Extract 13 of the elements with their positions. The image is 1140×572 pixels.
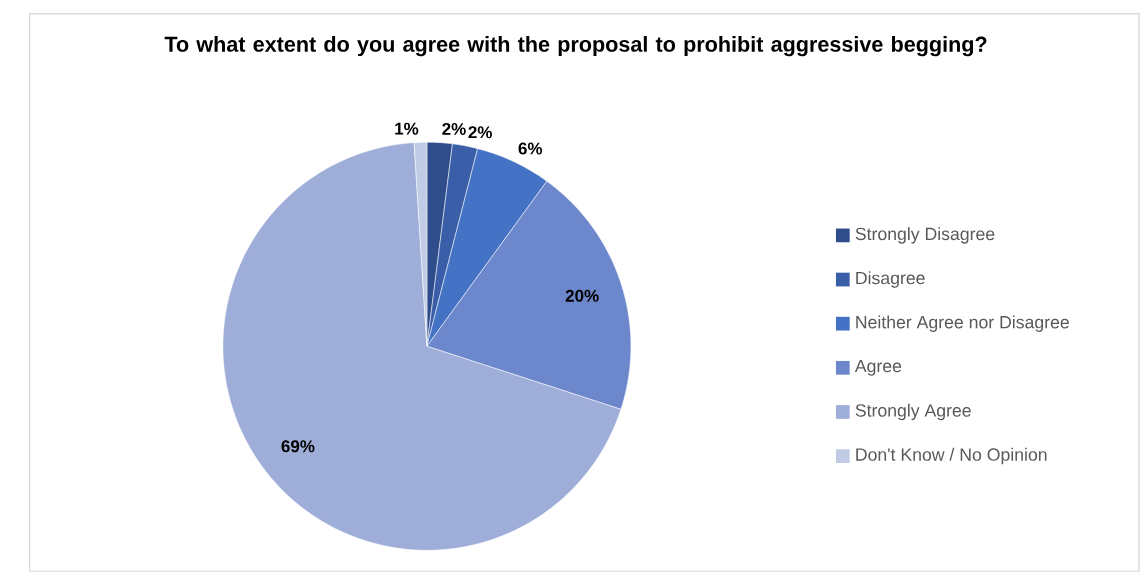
legend-label: Neither Agree nor Disagree	[856, 315, 1069, 332]
legend-label: Strongly Disagree	[855, 227, 995, 244]
legend-label: Disagree	[856, 271, 925, 288]
data-label: 6%	[518, 142, 543, 155]
data-label: 69%	[281, 440, 315, 453]
data-label: 2%	[442, 123, 466, 136]
legend-label: Strongly Agree	[855, 403, 971, 421]
data-label: 20%	[565, 289, 599, 302]
data-label: 2%	[468, 126, 492, 139]
legend-label: Don't Know / No Opinion	[856, 447, 1047, 465]
legend-label: Agree	[854, 360, 902, 376]
data-label: 1%	[395, 122, 419, 135]
chart-title: To what extent do you agree with the proposal to prohibit aggressive begging?	[164, 36, 987, 57]
